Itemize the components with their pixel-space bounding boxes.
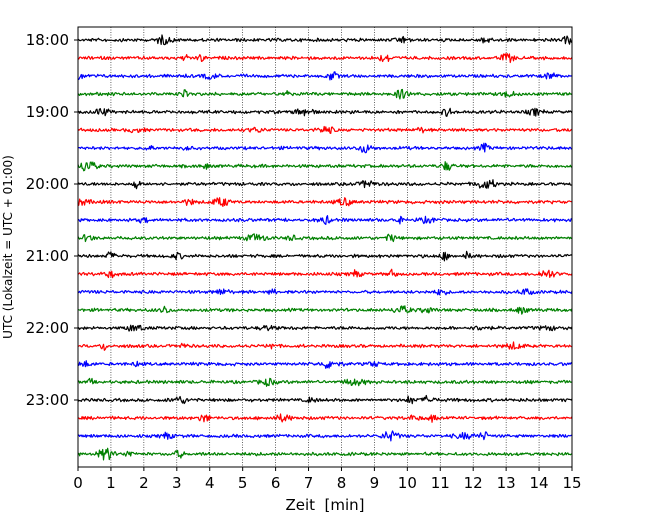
trace-1945 bbox=[77, 161, 573, 172]
x-tick-label: 8 bbox=[337, 474, 347, 492]
trace-2215 bbox=[77, 341, 573, 351]
trace-2345 bbox=[77, 447, 573, 461]
trace-1845 bbox=[77, 88, 573, 100]
plot-frame bbox=[77, 26, 573, 468]
trace-2230 bbox=[77, 360, 573, 369]
y-axis-label: UTC (Lokalzeit = UTC + 01:00) bbox=[1, 155, 15, 339]
seismogram-traces bbox=[77, 34, 573, 461]
x-axis-label: Zeit [min] bbox=[285, 496, 364, 514]
x-tick-label: 12 bbox=[464, 474, 483, 492]
x-tick-label: 14 bbox=[530, 474, 549, 492]
x-tick-label: 0 bbox=[73, 474, 83, 492]
trace-2100 bbox=[77, 250, 573, 262]
y-axis-ticks: 18:00 19:00 20:00 21:00 22:00 23:00 bbox=[26, 31, 78, 409]
x-tick-label: 4 bbox=[205, 474, 215, 492]
trace-1800 bbox=[77, 34, 573, 46]
trace-2200 bbox=[77, 324, 573, 332]
y-tick-label: 20:00 bbox=[26, 175, 69, 193]
grid-lines bbox=[110, 27, 540, 467]
x-tick-label: 11 bbox=[431, 474, 450, 492]
trace-1900 bbox=[77, 107, 573, 117]
trace-2145 bbox=[77, 305, 573, 315]
x-tick-label: 7 bbox=[304, 474, 314, 492]
trace-2330 bbox=[77, 430, 573, 442]
x-tick-label: 10 bbox=[398, 474, 417, 492]
x-tick-label: 6 bbox=[271, 474, 281, 492]
trace-2045 bbox=[77, 233, 573, 243]
trace-1830 bbox=[77, 71, 573, 81]
x-tick-label: 9 bbox=[370, 474, 380, 492]
x-tick-label: 2 bbox=[139, 474, 149, 492]
y-tick-label: 19:00 bbox=[26, 103, 69, 121]
trace-2015 bbox=[77, 197, 573, 208]
trace-2115 bbox=[77, 268, 573, 279]
trace-2130 bbox=[77, 288, 573, 296]
trace-1930 bbox=[77, 142, 573, 154]
x-tick-label: 1 bbox=[106, 474, 116, 492]
trace-1915 bbox=[77, 125, 573, 135]
trace-1815 bbox=[77, 52, 573, 64]
x-axis-ticks: 0 1 2 3 4 5 6 7 8 9 10 11 12 13 14 15 bbox=[73, 467, 582, 492]
x-tick-label: 5 bbox=[238, 474, 248, 492]
y-tick-label: 21:00 bbox=[26, 247, 69, 265]
y-tick-label: 22:00 bbox=[26, 319, 69, 337]
trace-2000 bbox=[77, 179, 573, 190]
trace-2315 bbox=[77, 413, 573, 423]
trace-2030 bbox=[77, 215, 573, 225]
x-tick-label: 3 bbox=[172, 474, 182, 492]
y-tick-label: 23:00 bbox=[26, 391, 69, 409]
trace-2300 bbox=[77, 394, 573, 405]
x-tick-label: 13 bbox=[497, 474, 516, 492]
trace-2245 bbox=[77, 377, 573, 387]
x-tick-label: 15 bbox=[562, 474, 581, 492]
y-tick-label: 18:00 bbox=[26, 31, 69, 49]
